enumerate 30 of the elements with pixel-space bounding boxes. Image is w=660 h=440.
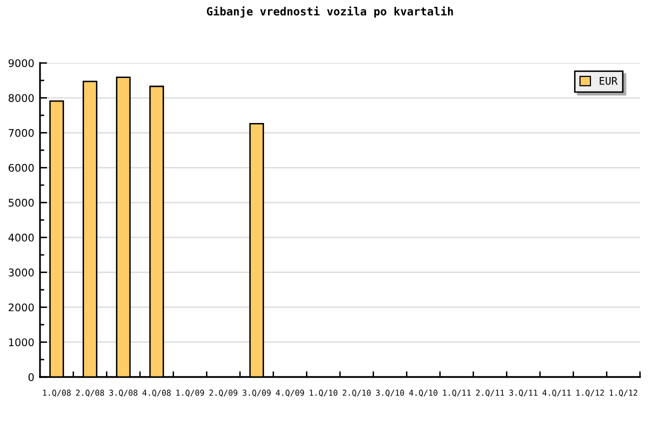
x-tick-label: 3.Q/09: [242, 390, 271, 397]
x-tick-label: 3.Q/08: [109, 390, 138, 397]
x-tick-label: 1.Q/11: [443, 390, 471, 397]
x-tick-label: 3.Q/10: [376, 390, 404, 397]
x-tick-label: 2.Q/08: [76, 390, 104, 397]
y-tick-label: 6000: [8, 164, 34, 172]
x-tick-label: 3.Q/11: [509, 390, 538, 397]
x-tick-label: 4.Q/08: [142, 390, 171, 397]
chart-title: Gibanje vrednosti vozila po kvartalih: [206, 6, 453, 18]
x-tick-label: 1.Q/09: [176, 390, 204, 397]
y-tick-label: 0: [28, 373, 34, 382]
x-tick-label: 4.Q/09: [276, 390, 304, 397]
legend-label: EUR: [600, 77, 618, 85]
y-tick-label: 3000: [8, 268, 34, 276]
x-tick-label: 2.Q/11: [476, 390, 504, 397]
y-tick-label: 8000: [8, 94, 34, 102]
y-tick-label: 7000: [8, 129, 34, 137]
y-tick-label: 9000: [8, 59, 34, 68]
x-tick-label: 2.Q/10: [342, 390, 371, 397]
x-tick-label: 4.Q/11: [542, 390, 571, 397]
y-tick-label: 2000: [8, 303, 34, 312]
x-tick-label: 1.Q/10: [310, 390, 338, 397]
x-tick-label: 4.Q/10: [409, 390, 438, 397]
y-tick-label: 5000: [8, 198, 34, 207]
x-tick-label: 1.Q/12: [610, 390, 638, 397]
x-tick-label: 1.Q/12: [576, 390, 604, 397]
y-tick-label: 4000: [8, 234, 34, 242]
x-tick-label: 2.Q/09: [209, 390, 238, 397]
y-tick-label: 1000: [9, 338, 34, 346]
x-tick-label: 1.Q/08: [43, 390, 71, 397]
